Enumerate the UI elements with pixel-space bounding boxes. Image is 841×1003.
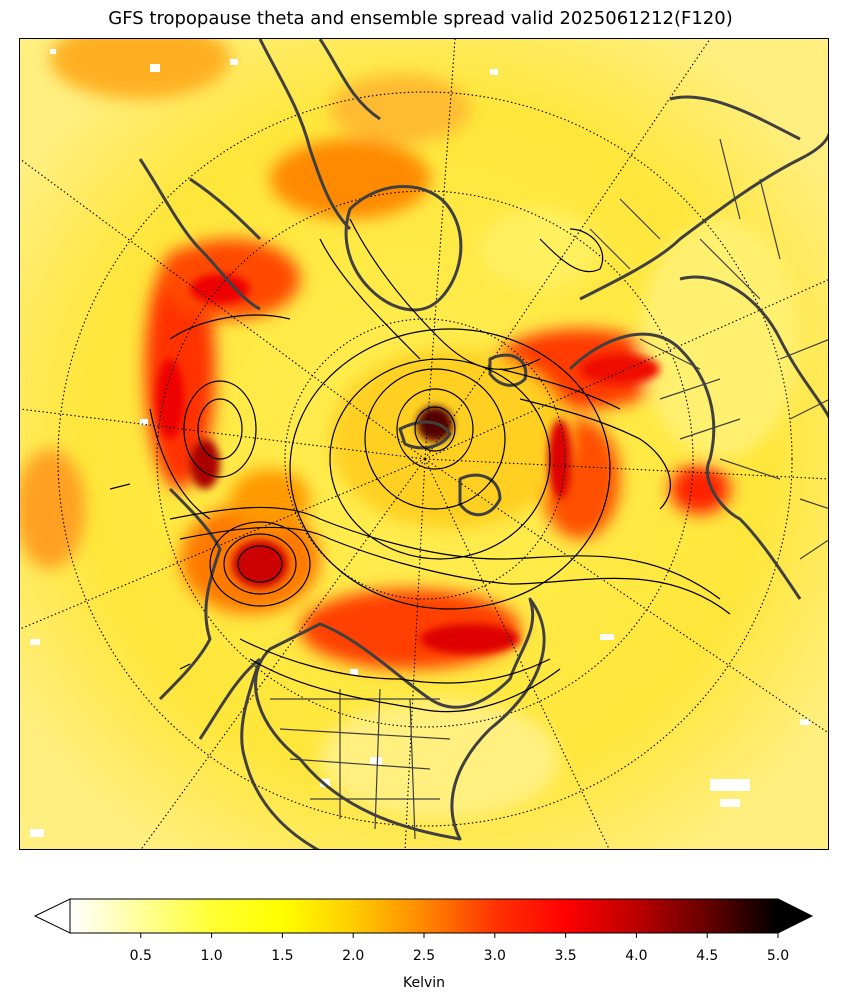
colorbar-tick-label: 2.0: [342, 948, 364, 964]
theta-contours: [109, 218, 731, 713]
spread-field: [20, 39, 810, 837]
colorbar-gradient: [69, 898, 779, 934]
map-svg: [20, 39, 828, 849]
country-borders: [270, 138, 828, 840]
coastlines: [138, 39, 828, 849]
colorbar-tick-label: 0.5: [130, 948, 152, 964]
colorbar-extend-min: [33, 898, 71, 934]
colorbar-extend-max: [777, 898, 814, 934]
colorbar-tick-label: 3.0: [484, 948, 506, 964]
colorbar-tick-label: 1.0: [200, 948, 222, 964]
map-panel: [19, 38, 829, 850]
graticule: [20, 39, 828, 849]
colorbar-tick-label: 1.5: [271, 948, 293, 964]
colorbar-ticks: 0.5 1.0 1.5 2.0 2.5 3.0 3.5 4.0 4.5 5.0: [130, 933, 789, 964]
colorbar-tick-label: 2.5: [413, 948, 435, 964]
figure-title: GFS tropopause theta and ensemble spread…: [108, 8, 733, 29]
colorbar-tick-label: 4.0: [625, 948, 647, 964]
colorbar-label: Kelvin: [403, 975, 445, 991]
colorbar-tick-label: 5.0: [767, 948, 789, 964]
colorbar-tick-label: 4.5: [696, 948, 718, 964]
colorbar-tick-label: 3.5: [554, 948, 576, 964]
